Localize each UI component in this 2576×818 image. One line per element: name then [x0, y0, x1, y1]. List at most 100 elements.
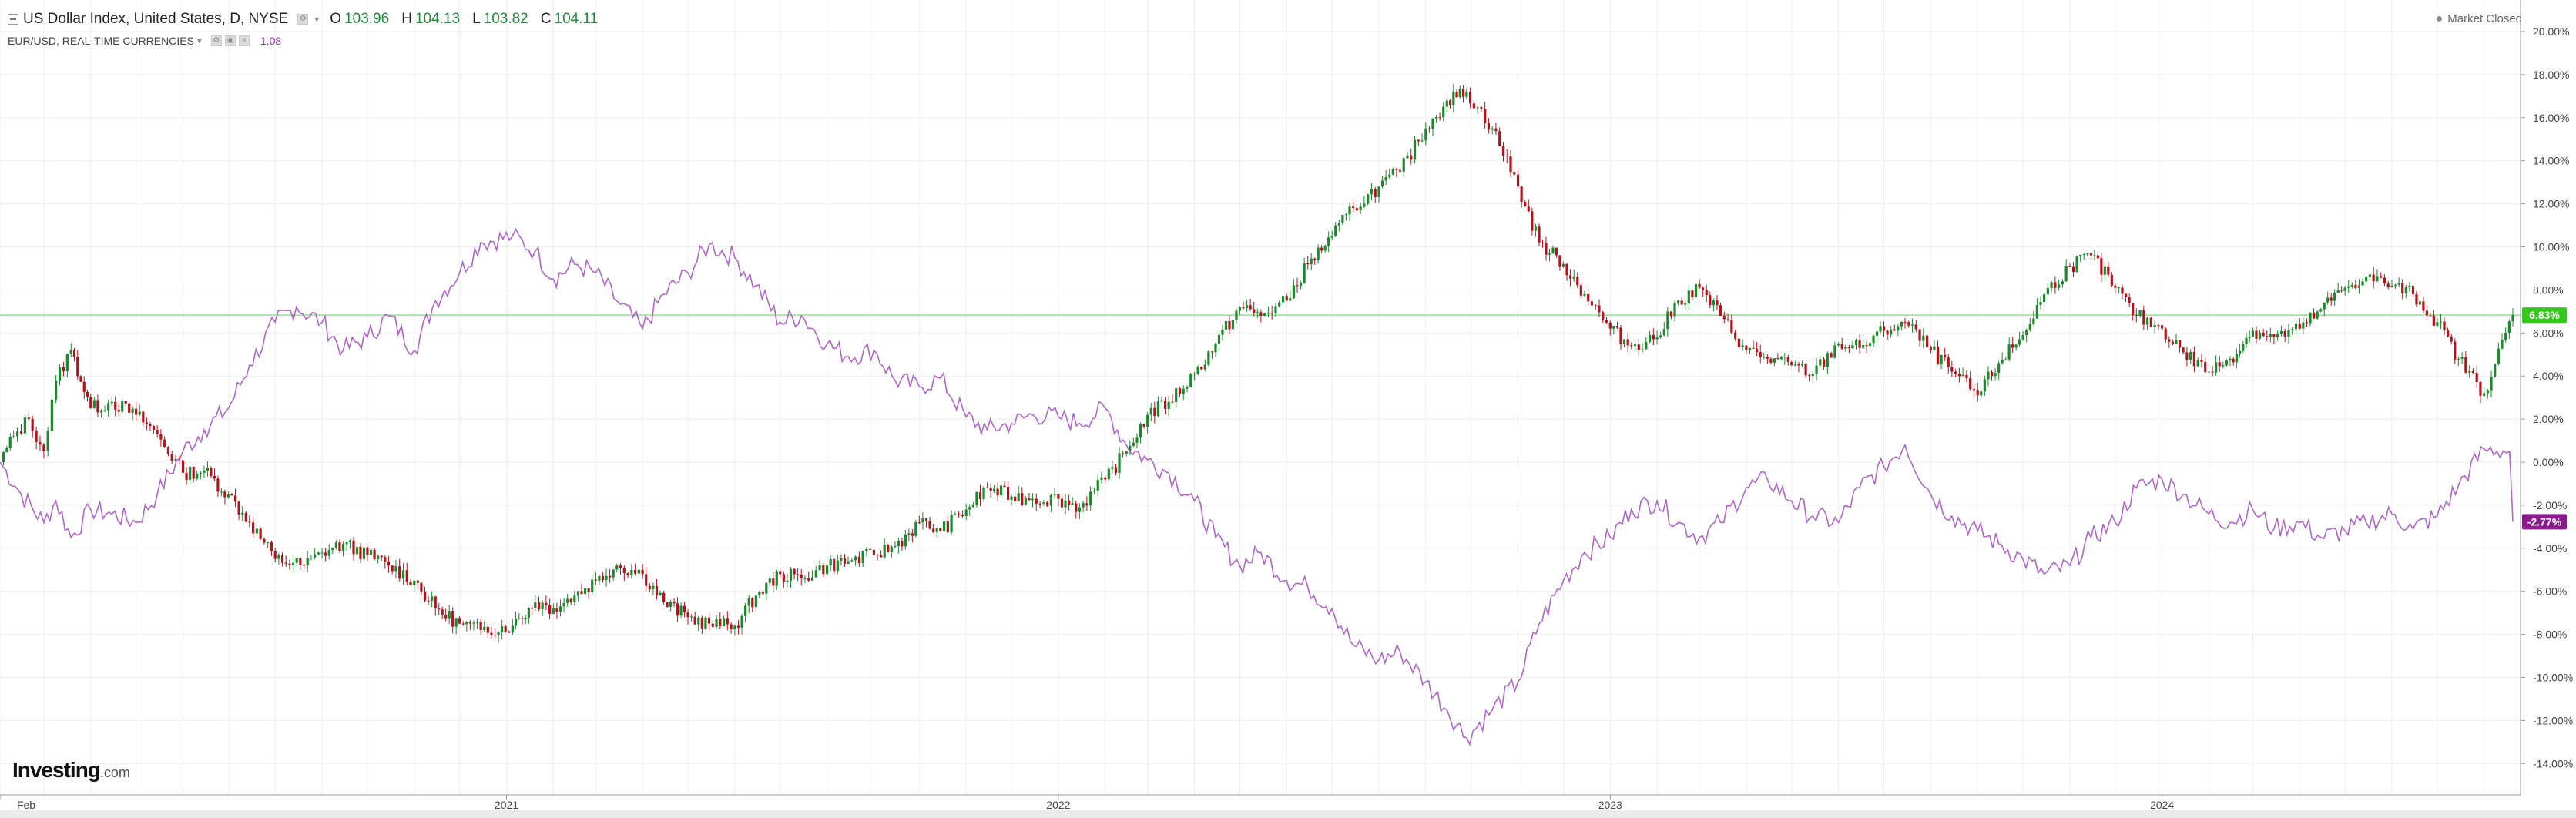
candle-body: [924, 518, 928, 521]
candle-body: [697, 617, 700, 625]
candle-body: [594, 579, 597, 581]
main-series-title[interactable]: US Dollar Index, United States, D, NYSE: [23, 11, 289, 27]
candle-body: [942, 521, 946, 531]
candle-body: [355, 547, 359, 555]
candle-body: [1189, 374, 1192, 387]
y-tick-label: -12.00%: [2533, 714, 2573, 726]
candle-body: [1545, 243, 1548, 255]
candle-body: [2309, 312, 2312, 324]
settings-icon[interactable]: ⚙: [297, 14, 309, 25]
candle-body: [1458, 89, 1461, 98]
candle-body: [982, 487, 985, 500]
compare-series: [0, 227, 2514, 746]
candle-body: [1893, 329, 1896, 331]
candle-body: [2071, 266, 2075, 272]
candle-body: [114, 401, 117, 410]
candle-body: [1730, 320, 1733, 333]
candle-body: [1035, 498, 1038, 504]
time-scrollbar[interactable]: [0, 810, 2576, 818]
candle-body: [971, 504, 974, 508]
collapse-icon[interactable]: [8, 14, 18, 25]
candle-body: [504, 626, 507, 632]
candle-body: [1669, 311, 1673, 317]
candle-body: [1648, 334, 1652, 342]
candle-body: [142, 411, 145, 423]
candle-body: [2343, 287, 2346, 291]
candle-body: [1694, 283, 1698, 297]
candle-body: [1997, 363, 2001, 374]
hide-icon[interactable]: ◉: [224, 35, 236, 46]
candle-body: [267, 542, 270, 544]
candle-body: [2397, 283, 2400, 285]
candle-body: [377, 555, 380, 560]
candle-body: [524, 617, 527, 619]
market-status-label: Market Closed: [2447, 12, 2522, 25]
candle-body: [655, 585, 659, 596]
candle-body: [15, 431, 19, 437]
candle-body: [2054, 282, 2057, 288]
candle-body: [854, 556, 857, 561]
candle-body: [2483, 393, 2486, 396]
candle-body: [1726, 319, 1729, 320]
candle-body: [2215, 362, 2218, 373]
candle-body: [320, 552, 324, 554]
investing-logo[interactable]: Investing .com: [12, 758, 130, 783]
candle-body: [573, 595, 576, 603]
candle-body: [673, 602, 676, 604]
candle-body: [2266, 336, 2269, 337]
candle-body: [758, 592, 761, 596]
candle-body: [765, 582, 768, 594]
candle-body: [1808, 375, 1811, 377]
candle-body: [2164, 328, 2167, 340]
close-icon[interactable]: ×: [238, 35, 250, 46]
candle-body: [1085, 503, 1088, 506]
candle-body: [2014, 344, 2018, 348]
y-tick-label: -10.00%: [2533, 672, 2573, 684]
candle-body: [345, 542, 348, 545]
candle-body: [1509, 156, 1512, 173]
y-tick-label: 6.00%: [2533, 327, 2564, 339]
candle-body: [1445, 100, 1448, 107]
candle-body: [768, 578, 771, 583]
candle-body: [1071, 503, 1074, 505]
candle-body: [2245, 337, 2248, 344]
ohlc-low: L 103.82: [472, 11, 528, 27]
candle-body: [1210, 351, 1214, 353]
candle-body: [1245, 305, 1249, 309]
candle-body: [659, 592, 662, 596]
candle-body: [1815, 365, 1818, 374]
chevron-down-icon[interactable]: ▾: [196, 35, 202, 46]
candle-body: [216, 478, 220, 492]
candle-body: [2350, 284, 2353, 287]
candle-body: [2061, 281, 2064, 285]
chevron-down-icon[interactable]: ▾: [314, 14, 320, 25]
candle-body: [683, 605, 686, 613]
candle-body: [2383, 277, 2386, 284]
candle-body: [110, 401, 113, 404]
candle-body: [2196, 360, 2199, 367]
candle-body: [128, 403, 131, 413]
candle-body: [248, 521, 251, 523]
candle-body: [1759, 352, 1762, 358]
candle-body: [1797, 364, 1800, 366]
candle-body: [968, 507, 971, 510]
candle-body: [226, 494, 230, 498]
compare-series-title[interactable]: EUR/USD, REAL-TIME CURRENCIES: [8, 35, 194, 47]
settings-icon[interactable]: ⚙: [210, 35, 222, 46]
candle-body: [1431, 118, 1434, 129]
candle-body: [359, 547, 362, 559]
candle-body: [1370, 189, 1374, 195]
candle-body: [1786, 357, 1789, 363]
candle-body: [252, 522, 255, 534]
candle-body: [2042, 293, 2046, 303]
candle-body: [1598, 305, 1601, 313]
x-tick-label: Feb: [17, 799, 35, 811]
candle-body: [2305, 322, 2309, 324]
candle-body: [2225, 360, 2228, 366]
candle-body: [384, 557, 387, 562]
candle-body: [1579, 285, 1582, 296]
candle-body: [545, 602, 548, 606]
candle-body: [39, 441, 42, 445]
